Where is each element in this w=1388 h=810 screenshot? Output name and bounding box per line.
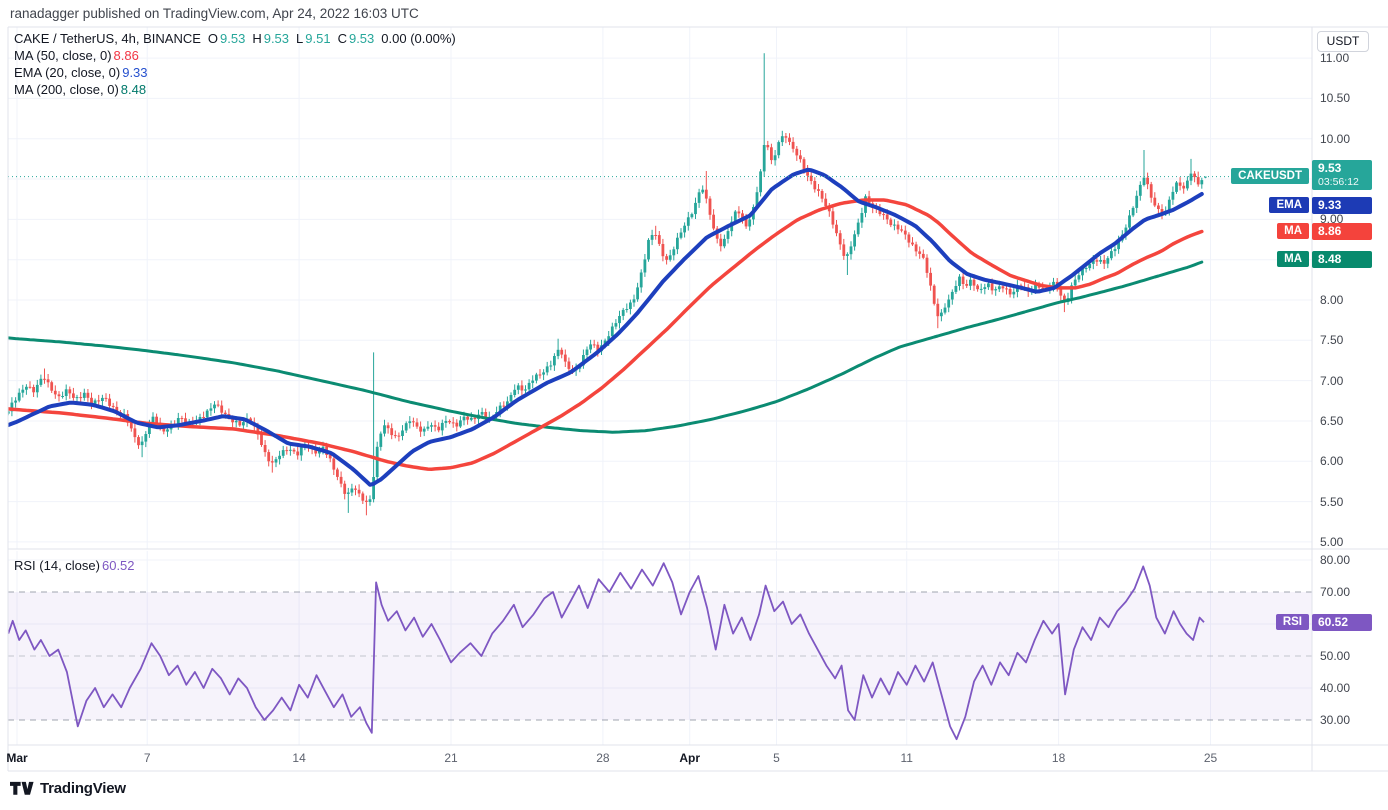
symbol-title[interactable]: CAKE / TetherUS, 4h, BINANCE (14, 31, 201, 46)
symbol-tag-badge: CAKEUSDT (1231, 168, 1309, 184)
ema-tag-badge: EMA (1269, 197, 1309, 213)
ma50-value: 8.86 (113, 48, 139, 63)
ma50-value-badge: 8.86 (1312, 223, 1372, 240)
low-value: 9.51 (305, 31, 331, 46)
high-label: H (252, 31, 262, 46)
open-value: 9.53 (220, 31, 246, 46)
rsi-value: 60.52 (101, 558, 135, 573)
indicator-legend-ma200[interactable]: MA (200, close, 0) 8.48 (14, 81, 456, 98)
low-label: L (296, 31, 304, 46)
ma200-line (8, 260, 1204, 434)
indicator-legend-ma50[interactable]: MA (50, close, 0) 8.86 (14, 47, 456, 64)
gridlines (8, 27, 1312, 745)
close-value: 9.53 (348, 31, 375, 46)
publication-header: ranadagger published on TradingView.com,… (10, 6, 419, 21)
ema-value-badge: 9.33 (1312, 197, 1372, 214)
last-price-value: 9.53 (1318, 161, 1342, 175)
pane-borders (7, 26, 1388, 772)
time-scale[interactable] (8, 745, 1388, 771)
close-label: C (337, 31, 347, 46)
open-label: O (207, 31, 219, 46)
currency-unit-button[interactable]: USDT (1317, 31, 1369, 52)
ma50-label: MA (50, close, 0) (14, 48, 112, 63)
rsi-line (8, 562, 1205, 741)
ma50-line (8, 198, 1204, 471)
ma200-value-badge: 8.48 (1312, 251, 1372, 268)
high-value: 9.53 (263, 31, 290, 46)
ma50-tag-badge: MA (1277, 223, 1309, 239)
symbol-legend: CAKE / TetherUS, 4h, BINANCE O 9.53 H 9.53 L 9… (14, 30, 456, 98)
ema20-line (8, 167, 1204, 487)
rsi-legend[interactable]: RSI (14, close) 60.52 (14, 557, 135, 574)
rsi-value-badge: 60.52 (1312, 614, 1372, 631)
price-scale[interactable] (1312, 27, 1388, 771)
ma200-tag-badge: MA (1277, 251, 1309, 267)
tradingview-logo-text: TradingView (40, 780, 126, 797)
ma200-label: MA (200, close, 0) (14, 82, 119, 97)
ema20-value: 9.33 (122, 65, 148, 80)
change-value: 0.00 (0.00%) (381, 31, 456, 46)
last-price-badge: 9.53 03:56:12 (1312, 160, 1372, 190)
indicator-legend-ema20[interactable]: EMA (20, close, 0) 9.33 (14, 64, 456, 81)
candlestick-series (8, 53, 1207, 516)
symbol-legend-row[interactable]: CAKE / TetherUS, 4h, BINANCE O 9.53 H 9.53 L 9… (14, 30, 456, 47)
ma200-value: 8.48 (120, 82, 147, 97)
tradingview-logo-icon (10, 781, 34, 795)
rsi-tag-badge: RSI (1275, 614, 1309, 630)
tradingview-watermark[interactable]: TradingView (10, 780, 126, 797)
bar-countdown: 03:56:12 (1318, 176, 1359, 188)
rsi-label: RSI (14, close) (14, 558, 100, 573)
ema20-label: EMA (20, close, 0) (14, 65, 121, 80)
